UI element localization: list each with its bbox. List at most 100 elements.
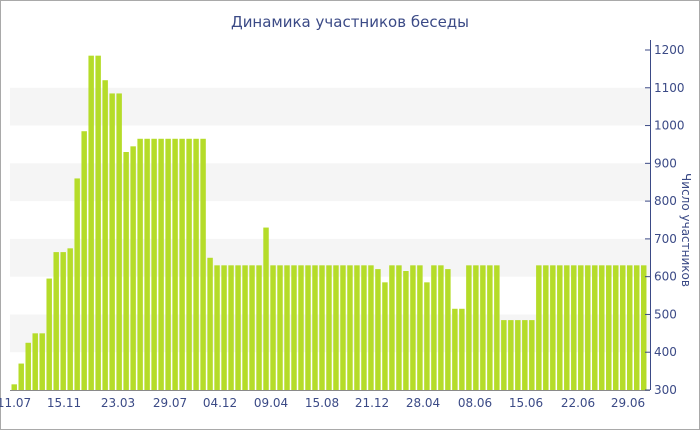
bar [508, 320, 514, 390]
bar [396, 265, 402, 390]
x-tick-label: 15.11 [47, 396, 81, 410]
bar [67, 248, 73, 390]
bar [466, 265, 472, 390]
y-tick-labels: 300 400 500 600 700 800 900 1000 1100 1200 [654, 43, 685, 397]
bar [543, 265, 549, 390]
x-tick-label: 08.06 [458, 396, 492, 410]
bar [221, 265, 227, 390]
bar [39, 333, 45, 390]
bar [312, 265, 318, 390]
y-tick-label: 800 [654, 194, 677, 208]
y-tick-label: 400 [654, 345, 677, 359]
bar [305, 265, 311, 390]
bar [501, 320, 507, 390]
x-tick-label: 04.12 [203, 396, 237, 410]
bar [60, 252, 66, 390]
x-tick-label: 29.06 [611, 396, 645, 410]
bar [487, 265, 493, 390]
bar [326, 265, 332, 390]
x-tick-label: 15.08 [305, 396, 339, 410]
bar [270, 265, 276, 390]
bar [172, 138, 178, 390]
bar [88, 55, 94, 391]
bar [522, 320, 528, 390]
bar [347, 265, 353, 390]
bar [613, 265, 619, 390]
bar [53, 252, 59, 390]
y-tick-label: 600 [654, 270, 677, 284]
bar [578, 265, 584, 390]
bar [515, 320, 521, 390]
bar [284, 265, 290, 390]
bar [319, 265, 325, 390]
bar [592, 265, 598, 390]
bar [81, 131, 87, 390]
bar [599, 265, 605, 390]
x-tick-label: 23.03 [101, 396, 135, 410]
y-tick-label: 300 [654, 383, 677, 397]
bar [368, 265, 374, 390]
y-tick-label: 1200 [654, 43, 685, 57]
bar [18, 363, 24, 390]
bar [627, 265, 633, 390]
bar [298, 265, 304, 390]
y-tick-label: 500 [654, 307, 677, 321]
y-axis [10, 40, 651, 391]
bar [634, 265, 640, 390]
bar [123, 152, 129, 390]
bar [557, 265, 563, 390]
x-tick-label: 09.04 [254, 396, 288, 410]
bar [151, 138, 157, 390]
bar [109, 93, 115, 390]
bar [410, 265, 416, 390]
bar [424, 282, 430, 390]
bar [32, 333, 38, 390]
bar [403, 271, 409, 390]
x-tick-label: 22.06 [561, 396, 595, 410]
bar [25, 342, 31, 390]
x-tick-label: 21.12 [355, 396, 389, 410]
bar [361, 265, 367, 390]
bar [389, 265, 395, 390]
bar [641, 265, 647, 390]
bar [536, 265, 542, 390]
bar [417, 265, 423, 390]
bar [431, 265, 437, 390]
bar [620, 265, 626, 390]
bar [459, 308, 465, 390]
bar [291, 265, 297, 390]
bar [130, 146, 136, 390]
bar [452, 308, 458, 390]
bars [11, 55, 647, 391]
bar [333, 265, 339, 390]
bar [438, 265, 444, 390]
bar [585, 265, 591, 390]
bar [564, 265, 570, 390]
x-tick-labels: 11.07 15.11 23.03 29.07 04.12 09.04 15.08 21.12… [0, 396, 645, 410]
bar [375, 269, 381, 390]
bar [382, 282, 388, 390]
x-tick-label: 28.04 [406, 396, 440, 410]
bar [354, 265, 360, 390]
bar [445, 269, 451, 390]
bar [11, 384, 17, 390]
x-tick-label: 15.06 [509, 396, 543, 410]
bar [137, 138, 143, 390]
bar [340, 265, 346, 390]
bar [158, 138, 164, 390]
bar [207, 257, 213, 390]
bar [46, 278, 52, 390]
bar [144, 138, 150, 390]
bar [473, 265, 479, 390]
bar [571, 265, 577, 390]
y-tick-label: 700 [654, 232, 677, 246]
bar [74, 178, 80, 390]
bar [214, 265, 220, 390]
bar [235, 265, 241, 390]
bar [249, 265, 255, 390]
chart-title: Динамика участников беседы [230, 13, 470, 31]
bar [200, 138, 206, 390]
bar [494, 265, 500, 390]
bar [165, 138, 171, 390]
